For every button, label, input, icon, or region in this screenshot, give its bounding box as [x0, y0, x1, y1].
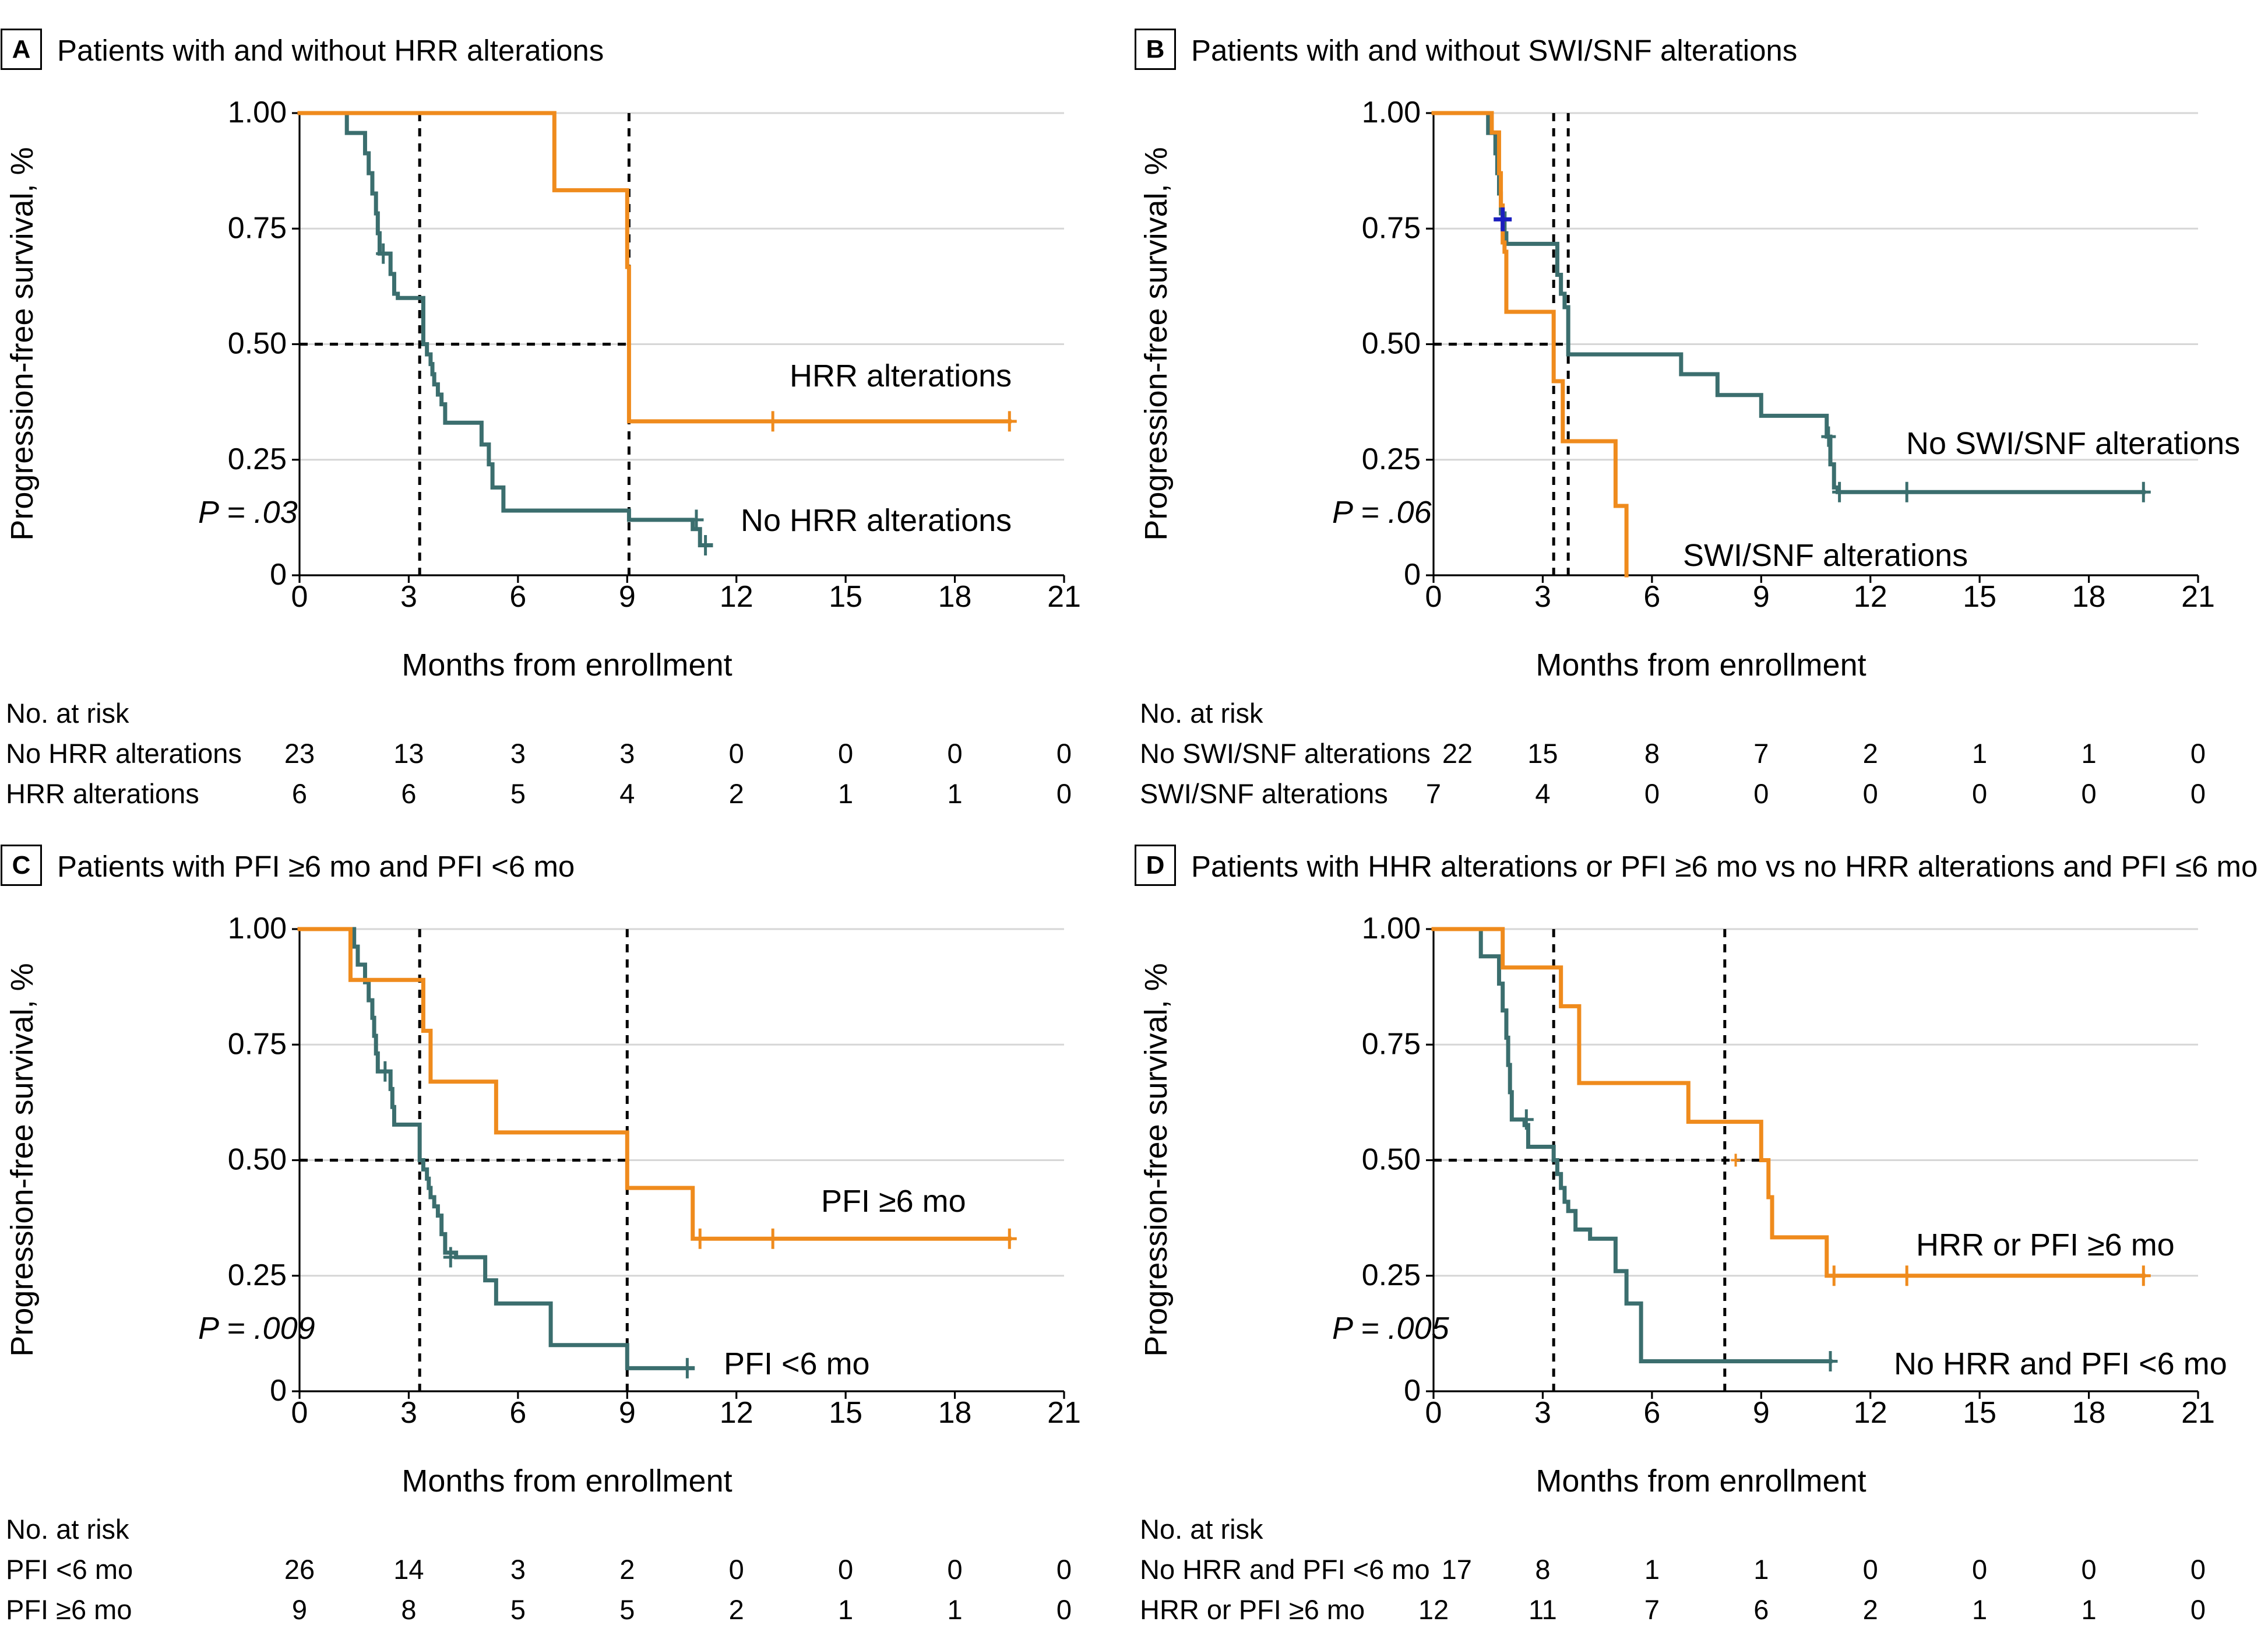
svg-text:0.50: 0.50	[1362, 327, 1421, 361]
svg-text:0.25: 0.25	[228, 442, 287, 476]
svg-text:0: 0	[1425, 580, 1442, 614]
svg-text:0: 0	[1404, 558, 1421, 592]
svg-text:P = .009: P = .009	[198, 1311, 315, 1346]
svg-text:21: 21	[2181, 1396, 2215, 1430]
svg-text:No HRR alterations: No HRR alterations	[741, 503, 1012, 538]
svg-text:3: 3	[1534, 1396, 1551, 1430]
svg-text:0: 0	[1425, 1396, 1442, 1430]
svg-text:18: 18	[938, 580, 972, 614]
svg-text:18: 18	[938, 1396, 972, 1430]
svg-text:0: 0	[291, 580, 308, 614]
svg-text:6: 6	[1643, 580, 1660, 614]
svg-text:1.00: 1.00	[228, 912, 287, 945]
svg-text:0.25: 0.25	[228, 1258, 287, 1292]
svg-text:0.75: 0.75	[228, 211, 287, 245]
svg-text:0.50: 0.50	[228, 327, 287, 361]
svg-text:15: 15	[829, 580, 862, 614]
svg-text:12: 12	[1854, 580, 1887, 614]
svg-text:0.50: 0.50	[228, 1143, 287, 1177]
svg-text:0: 0	[1404, 1374, 1421, 1408]
svg-text:0: 0	[291, 1396, 308, 1430]
svg-text:12: 12	[720, 580, 753, 614]
svg-text:1.00: 1.00	[1362, 912, 1421, 945]
svg-text:SWI/SNF alterations: SWI/SNF alterations	[1683, 538, 1968, 573]
svg-text:21: 21	[1047, 580, 1081, 614]
svg-text:0: 0	[270, 1374, 287, 1408]
svg-text:15: 15	[1963, 580, 1996, 614]
svg-text:0: 0	[270, 558, 287, 592]
svg-text:3: 3	[400, 580, 417, 614]
svg-text:6: 6	[1643, 1396, 1660, 1430]
svg-text:21: 21	[2181, 580, 2215, 614]
svg-text:PFI ≥6 mo: PFI ≥6 mo	[821, 1184, 966, 1219]
svg-text:P = .06: P = .06	[1332, 495, 1432, 530]
svg-text:0.75: 0.75	[228, 1027, 287, 1061]
svg-text:12: 12	[720, 1396, 753, 1430]
svg-text:9: 9	[619, 580, 636, 614]
svg-text:1.00: 1.00	[228, 96, 287, 129]
svg-text:No HRR and PFI <6 mo: No HRR and PFI <6 mo	[1894, 1346, 2227, 1381]
svg-text:PFI <6 mo: PFI <6 mo	[724, 1346, 870, 1381]
svg-text:6: 6	[509, 1396, 526, 1430]
svg-text:0.75: 0.75	[1362, 211, 1421, 245]
svg-text:12: 12	[1854, 1396, 1887, 1430]
svg-text:0.50: 0.50	[1362, 1143, 1421, 1177]
svg-text:0.75: 0.75	[1362, 1027, 1421, 1061]
svg-text:6: 6	[509, 580, 526, 614]
svg-text:No SWI/SNF alterations: No SWI/SNF alterations	[1906, 426, 2240, 461]
svg-text:P = .03: P = .03	[198, 495, 298, 530]
svg-text:1.00: 1.00	[1362, 96, 1421, 129]
svg-text:9: 9	[1753, 1396, 1770, 1430]
svg-text:18: 18	[2072, 580, 2106, 614]
svg-text:P = .005: P = .005	[1332, 1311, 1450, 1346]
svg-text:18: 18	[2072, 1396, 2106, 1430]
svg-text:0.25: 0.25	[1362, 1258, 1421, 1292]
svg-text:21: 21	[1047, 1396, 1081, 1430]
svg-text:0.25: 0.25	[1362, 442, 1421, 476]
svg-text:15: 15	[829, 1396, 862, 1430]
svg-text:9: 9	[1753, 580, 1770, 614]
svg-text:15: 15	[1963, 1396, 1996, 1430]
svg-text:HRR alterations: HRR alterations	[790, 358, 1012, 393]
svg-text:9: 9	[619, 1396, 636, 1430]
svg-text:3: 3	[1534, 580, 1551, 614]
svg-text:3: 3	[400, 1396, 417, 1430]
svg-text:HRR or PFI ≥6 mo: HRR or PFI ≥6 mo	[1916, 1227, 2175, 1262]
